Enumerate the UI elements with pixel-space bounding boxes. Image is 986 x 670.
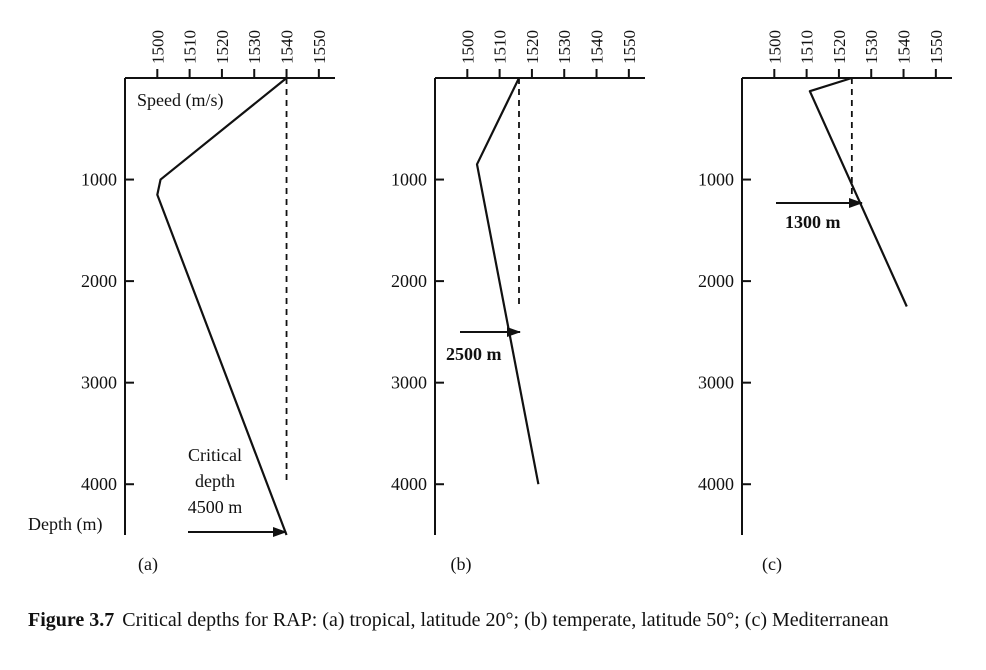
panel-c-x-tick-label-1530: 1530 [862,30,881,64]
panel-a-annotation-line-2: depth [195,471,235,491]
panel-b-x-tick-label-1520: 1520 [523,30,542,64]
panel-b-y-tick-label-1000: 1000 [391,170,427,190]
panel-c-annotation: 1300 m [785,212,841,232]
caption-text: Critical depths for RAP: (a) tropical, l… [122,609,889,631]
panel-b-y-tick-label-4000: 4000 [391,474,427,494]
panel-a-y-tick-label-3000: 3000 [81,373,117,393]
panel-c-y-tick-label-2000: 2000 [698,271,734,291]
panel-a-x-tick-label-1540: 1540 [278,30,297,64]
panel-c-x-tick-label-1550: 1550 [927,30,946,64]
panel-a-y-tick-label-2000: 2000 [81,271,117,291]
panel-a-x-tick-label-1520: 1520 [213,30,232,64]
panel-b-label: (b) [451,554,472,575]
panel-c-x-tick-label-1510: 1510 [798,30,817,64]
panel-a-ylabel: Depth (m) [28,514,102,535]
panel-b-annotation: 2500 m [446,344,502,364]
panel-b-y-tick-label-3000: 3000 [391,373,427,393]
panel-c-sound-speed-profile-line [808,76,908,307]
panel-c-chart: 1500 1510 1520 1530 1540 1550 1000 2000 3000 4000… [698,30,952,575]
panel-b-chart: 1500 1510 1520 1530 1540 1550 1000 2000 3000 4000… [391,30,645,575]
figure-3-7: 1500 1510 1520 1530 1540 1550 1000 2000 3000 4000… [28,30,952,575]
panel-c-x-tick-label-1540: 1540 [895,30,914,64]
panel-b-x-tick-label-1530: 1530 [555,30,574,64]
panel-b-sound-speed-profile-line [475,77,540,485]
panel-a-y-tick-label-4000: 4000 [81,474,117,494]
panel-b-x-tick-label-1540: 1540 [588,30,607,64]
panel-a-xlabel: Speed (m/s) [137,90,223,111]
panel-a-x-tick-label-1550: 1550 [310,30,329,64]
panel-b-x-tick-label-1510: 1510 [491,30,510,64]
panel-b-y-tick-label-2000: 2000 [391,271,427,291]
panel-c-x-tick-label-1520: 1520 [830,30,849,64]
panel-a-annotation-line-3: 4500 m [188,497,243,517]
panel-c-label: (c) [762,554,782,575]
figure-caption: Figure 3.7 Critical depths for RAP: (a) t… [28,607,978,633]
panel-a-y-tick-label-1000: 1000 [81,170,117,190]
panel-a-annotation-line-1: Critical [188,445,242,465]
panel-b-x-tick-label-1550: 1550 [620,30,639,64]
panel-a-chart: 1500 1510 1520 1530 1540 1550 1000 2000 3000 4000… [28,30,335,575]
panel-c-y-tick-label-4000: 4000 [698,474,734,494]
panel-a-x-tick-label-1500: 1500 [148,30,167,64]
panel-b-x-tick-label-1500: 1500 [458,30,477,64]
panel-a-x-tick-label-1530: 1530 [245,30,264,64]
panel-a-label: (a) [138,554,158,575]
panel-c-y-tick-label-1000: 1000 [698,170,734,190]
panel-c-y-tick-label-3000: 3000 [698,373,734,393]
panel-a-sound-speed-profile-line [156,77,288,536]
panel-a-x-tick-label-1510: 1510 [181,30,200,64]
panel-c-x-tick-label-1500: 1500 [765,30,784,64]
caption-label: Figure 3.7 [28,609,115,631]
